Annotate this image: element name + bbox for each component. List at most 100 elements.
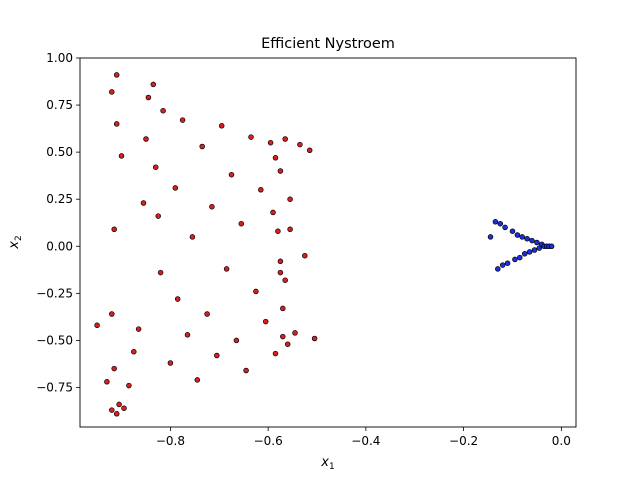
x-tick-label: −0.4 xyxy=(351,434,380,448)
data-point xyxy=(287,196,293,202)
y-tick-label: 1.00 xyxy=(46,51,73,65)
data-point xyxy=(509,228,516,234)
data-point xyxy=(531,247,538,253)
data-point xyxy=(534,239,540,246)
data-point xyxy=(277,258,284,265)
data-point xyxy=(548,243,555,250)
data-point xyxy=(157,269,164,276)
data-point xyxy=(111,226,117,233)
data-point xyxy=(243,367,249,374)
data-point xyxy=(253,288,259,295)
data-point xyxy=(113,411,120,417)
data-point xyxy=(297,141,303,148)
data-point xyxy=(311,335,318,342)
data-point xyxy=(209,203,215,210)
data-point xyxy=(113,72,120,78)
data-point xyxy=(284,341,291,347)
y-tick-label: −0.75 xyxy=(36,380,73,394)
data-point xyxy=(218,123,225,129)
y-tick-label: 0.75 xyxy=(46,98,73,112)
data-point xyxy=(143,136,149,142)
points-layer xyxy=(94,72,555,417)
data-point xyxy=(258,187,264,193)
data-point xyxy=(536,245,543,251)
data-point xyxy=(135,326,142,332)
data-point xyxy=(223,266,230,272)
data-point xyxy=(113,121,120,127)
data-point xyxy=(228,171,235,178)
data-point xyxy=(282,277,288,283)
x-axis-label-sub: 1 xyxy=(329,462,335,472)
data-point xyxy=(131,348,137,355)
data-point xyxy=(160,107,166,114)
x-axis: −0.8 −0.6 −0.4 −0.2 0.0 xyxy=(156,427,571,448)
y-axis: −0.75 −0.50 −0.25 0.00 0.25 0.50 0.75 1.00 xyxy=(36,51,80,394)
data-point xyxy=(514,232,521,238)
data-point xyxy=(262,318,269,325)
data-point xyxy=(280,333,286,340)
y-tick-label: 0.50 xyxy=(46,145,73,159)
data-point xyxy=(487,234,494,240)
y-tick-label: −0.50 xyxy=(36,333,73,347)
data-point xyxy=(152,164,159,170)
data-point xyxy=(504,260,511,266)
data-point xyxy=(109,311,115,317)
x-tick-label: 0.0 xyxy=(552,434,571,448)
x-axis-label: x1 xyxy=(320,455,334,472)
y-tick-label: 0.25 xyxy=(46,192,73,206)
data-point xyxy=(306,147,313,154)
data-point xyxy=(140,200,147,206)
y-tick-label: 0.00 xyxy=(46,239,73,253)
data-point xyxy=(302,252,308,259)
data-point xyxy=(111,365,117,372)
data-point xyxy=(512,256,518,263)
data-point xyxy=(277,168,284,174)
data-point xyxy=(116,401,122,408)
data-point xyxy=(167,360,174,366)
y-axis-label: x2 xyxy=(7,235,24,249)
data-point xyxy=(270,209,276,216)
data-point xyxy=(526,249,533,255)
data-point xyxy=(104,379,110,385)
data-point xyxy=(492,219,499,225)
data-point xyxy=(497,220,504,227)
data-point xyxy=(179,117,186,123)
data-point xyxy=(272,155,279,161)
data-point xyxy=(172,185,179,191)
data-point xyxy=(502,224,508,231)
data-point xyxy=(524,235,530,242)
data-point xyxy=(233,337,240,344)
x-tick-label: −0.8 xyxy=(156,434,185,448)
y-tick-label: −0.25 xyxy=(36,286,73,300)
x-tick-label: −0.2 xyxy=(449,434,478,448)
data-point xyxy=(121,405,127,411)
data-point xyxy=(150,81,157,88)
data-point xyxy=(292,330,298,336)
data-point xyxy=(214,352,220,359)
data-point xyxy=(94,322,100,329)
chart-title: Efficient Nystroem xyxy=(261,36,395,52)
data-point xyxy=(277,269,284,276)
data-point xyxy=(529,237,535,244)
data-point xyxy=(275,228,281,234)
y-axis-label-sub: 2 xyxy=(14,235,24,241)
data-point xyxy=(267,139,274,146)
x-axis-label-main: x xyxy=(320,455,329,470)
data-point xyxy=(194,377,201,383)
data-point xyxy=(109,89,115,95)
data-point xyxy=(287,226,293,233)
data-point xyxy=(145,94,152,101)
data-point xyxy=(118,153,125,159)
data-point xyxy=(282,136,288,142)
data-point xyxy=(126,382,132,389)
data-point xyxy=(204,311,210,317)
data-point xyxy=(499,262,506,268)
data-point xyxy=(184,332,191,338)
data-point xyxy=(495,266,501,272)
data-point xyxy=(199,143,205,150)
data-point xyxy=(174,296,181,302)
data-point xyxy=(517,254,523,261)
data-point xyxy=(155,213,161,219)
